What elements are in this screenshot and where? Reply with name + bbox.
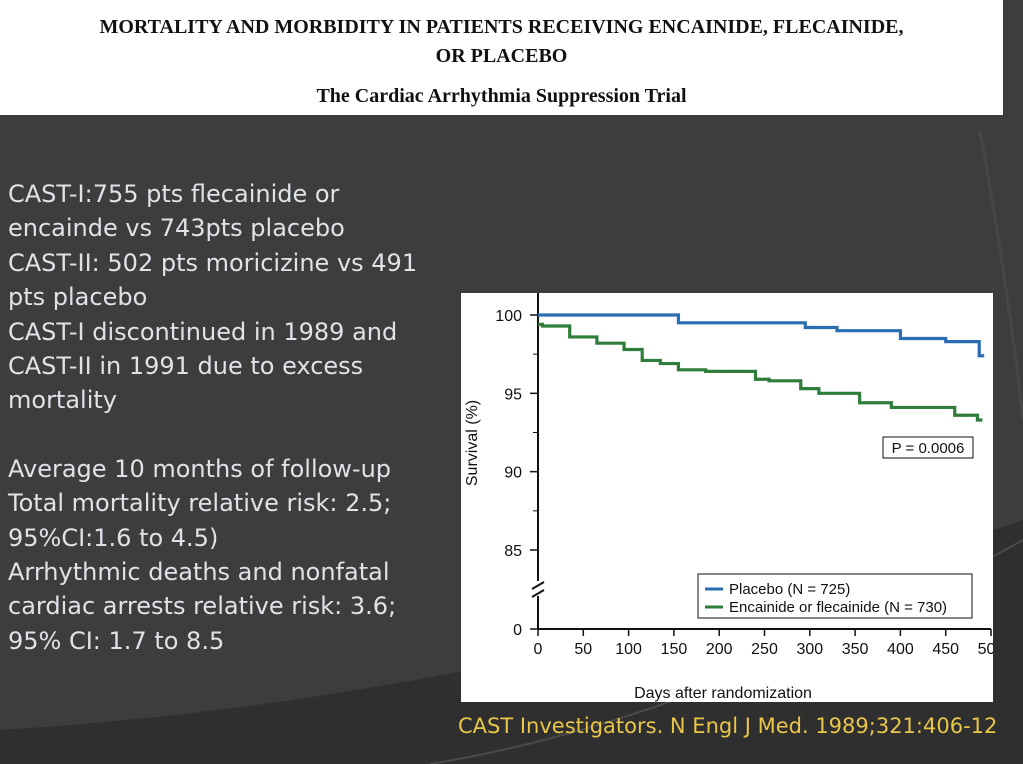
x-tick-label: 250 <box>751 641 778 658</box>
bullet-line: 95%CI:1.6 to 4.5) <box>8 523 219 552</box>
bullet-line: CAST-II: 502 pts moricizine vs 491 <box>8 248 418 277</box>
bullet-line: 95% CI: 1.7 to 8.5 <box>8 626 225 655</box>
y-tick-label: 95 <box>504 386 522 403</box>
x-tick-label: 500 <box>978 641 993 658</box>
encainide-survival-line <box>538 322 983 422</box>
p-value-box <box>882 436 974 459</box>
legend-label-placebo: Placebo (N = 725) <box>729 581 850 598</box>
chart-canvas: 0 85 90 95 100 0 50 100 150 200 250 300 350 400 450 500… <box>464 293 993 702</box>
bullet-line: pts placebo <box>8 283 148 312</box>
x-tick-label: 450 <box>932 641 959 658</box>
slide-title-line2: OR PLACEBO <box>435 45 568 67</box>
bullet-line: mortality <box>8 386 117 415</box>
bullet-line: CAST-I:755 pts flecainide or <box>8 180 340 208</box>
slide-subtitle: The Cardiac Arrhythmia Suppression Trial <box>316 85 687 107</box>
bullet-line: CAST-II in 1991 due to excess <box>8 352 364 381</box>
legend-label-encainide: Encainide or flecainide (N = 730) <box>729 599 947 616</box>
bullet-line: Total mortality relative risk: 2.5; <box>8 489 392 518</box>
title-banner: MORTALITY AND MORBIDITY IN PATIENTS RECE… <box>0 0 1003 115</box>
x-tick-label: 150 <box>661 641 688 658</box>
p-value-annotation: P = 0.0006 <box>892 440 965 457</box>
bullet-text-block: CAST-I:755 pts flecainide or encainde vs… <box>8 177 428 658</box>
y-axis-label: Survival (%) <box>464 400 481 486</box>
x-tick-label: 300 <box>796 641 823 658</box>
bullet-line: encainde vs 743pts placebo <box>8 214 345 243</box>
bullet-line: Arrhythmic deaths and nonfatal <box>8 558 390 587</box>
legend-box <box>697 573 973 619</box>
x-tick-label: 50 <box>574 641 592 658</box>
y-tick-label: 0 <box>513 622 522 639</box>
citation: CAST Investigators. N Engl J Med. 1989;3… <box>458 714 998 738</box>
x-tick-label: 400 <box>887 641 914 658</box>
x-tick-label: 100 <box>615 641 642 658</box>
slide-title-line1: MORTALITY AND MORBIDITY IN PATIENTS RECE… <box>99 16 904 38</box>
placebo-survival-line <box>538 313 985 358</box>
x-tick-label: 0 <box>534 641 543 658</box>
x-tick-label: 350 <box>842 641 869 658</box>
survival-chart: 0 85 90 95 100 0 50 100 150 200 250 300 350 400 450 500… <box>461 293 993 702</box>
y-tick-label: 100 <box>495 308 522 325</box>
y-axis-break-mark <box>531 589 545 598</box>
x-axis-label: Days after randomization <box>634 685 812 702</box>
bullet-line: CAST-I discontinued in 1989 and <box>8 317 398 346</box>
y-tick-label: 85 <box>504 543 522 560</box>
y-tick-label: 90 <box>504 465 522 482</box>
bullet-line: Average 10 months of follow-up <box>8 454 392 483</box>
y-axis-break-mark <box>531 581 545 590</box>
bullet-line: cardiac arrests relative risk: 3.6; <box>8 592 397 621</box>
x-tick-label: 200 <box>706 641 733 658</box>
